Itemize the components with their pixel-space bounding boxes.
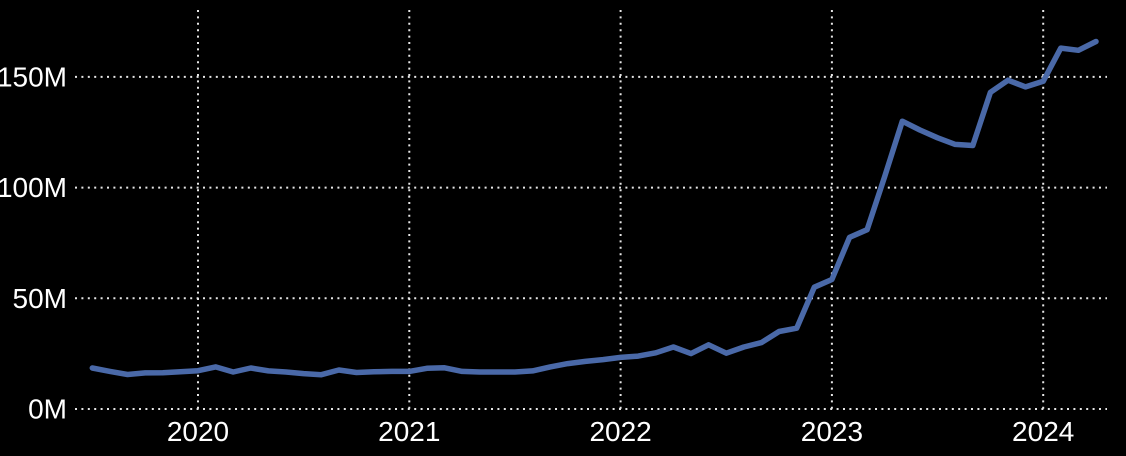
x-tick-label: 2021 [378, 416, 440, 447]
y-tick-label: 100M [0, 172, 67, 203]
x-tick-label: 2023 [801, 416, 863, 447]
y-axis-labels: 0M 50M 100M 150M [0, 61, 67, 424]
x-gridlines [197, 10, 1045, 411]
y-tick-label: 50M [13, 283, 67, 314]
y-tick-label: 150M [0, 61, 67, 92]
y-tick-label: 0M [28, 394, 67, 425]
x-tick-label: 2024 [1012, 416, 1074, 447]
x-tick-label: 2022 [589, 416, 651, 447]
x-axis-labels: 2020 2021 2022 2023 2024 [167, 416, 1074, 447]
data-series-line [89, 38, 1099, 378]
x-tick-label: 2020 [167, 416, 229, 447]
